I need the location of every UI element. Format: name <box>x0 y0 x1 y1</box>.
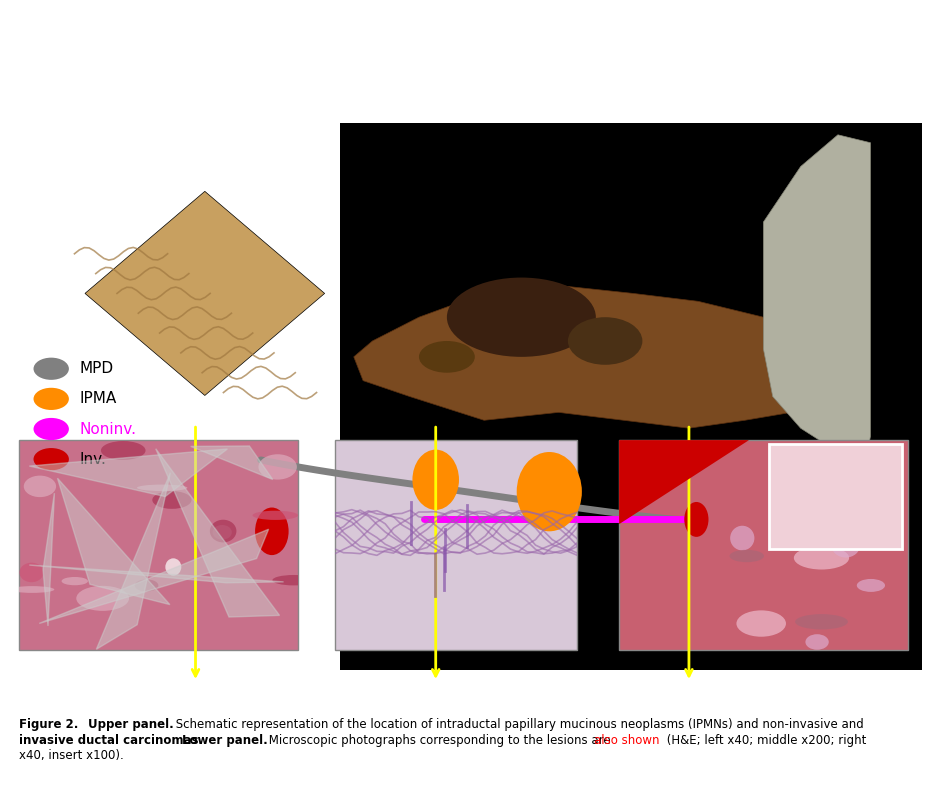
Text: x40, insert x100).: x40, insert x100). <box>19 749 124 762</box>
Polygon shape <box>85 191 325 396</box>
Ellipse shape <box>795 614 848 630</box>
Polygon shape <box>97 473 170 649</box>
Polygon shape <box>58 478 169 604</box>
Ellipse shape <box>831 531 860 557</box>
Ellipse shape <box>166 558 182 576</box>
Polygon shape <box>30 449 227 496</box>
FancyBboxPatch shape <box>335 440 577 650</box>
Polygon shape <box>191 446 273 480</box>
Ellipse shape <box>20 563 44 582</box>
Ellipse shape <box>255 508 289 555</box>
FancyBboxPatch shape <box>769 444 902 550</box>
Ellipse shape <box>24 476 56 497</box>
Ellipse shape <box>259 454 297 480</box>
Ellipse shape <box>447 278 596 357</box>
Ellipse shape <box>412 450 459 510</box>
Ellipse shape <box>135 580 158 592</box>
Ellipse shape <box>568 317 642 365</box>
Text: invasive ductal carcinomas.: invasive ductal carcinomas. <box>19 734 207 746</box>
Text: also shown: also shown <box>594 734 659 746</box>
Polygon shape <box>155 449 279 617</box>
FancyBboxPatch shape <box>340 123 922 670</box>
Text: Inv.: Inv. <box>79 452 106 466</box>
Polygon shape <box>619 440 749 524</box>
Ellipse shape <box>419 341 475 373</box>
Ellipse shape <box>76 586 129 611</box>
Ellipse shape <box>273 575 315 585</box>
Ellipse shape <box>857 579 885 592</box>
Polygon shape <box>763 135 870 460</box>
Ellipse shape <box>212 525 232 540</box>
Text: Microscopic photographs corresponding to the lesions are: Microscopic photographs corresponding to… <box>265 734 614 746</box>
Polygon shape <box>43 493 54 626</box>
Ellipse shape <box>137 485 187 491</box>
Ellipse shape <box>34 448 69 470</box>
Ellipse shape <box>736 611 786 637</box>
Ellipse shape <box>34 358 69 380</box>
Text: Noninv.: Noninv. <box>79 422 136 436</box>
Ellipse shape <box>794 546 849 569</box>
Text: Schematic representation of the location of intraductal papillary mucinous neopl: Schematic representation of the location… <box>172 718 864 730</box>
Ellipse shape <box>101 441 145 460</box>
Ellipse shape <box>34 388 69 410</box>
Ellipse shape <box>684 502 708 537</box>
Ellipse shape <box>730 526 754 550</box>
Polygon shape <box>29 565 284 583</box>
Ellipse shape <box>252 511 298 520</box>
Text: IPMA: IPMA <box>79 392 116 406</box>
Ellipse shape <box>10 586 54 593</box>
Ellipse shape <box>209 519 236 542</box>
Ellipse shape <box>34 418 69 440</box>
Polygon shape <box>39 529 268 623</box>
Ellipse shape <box>517 452 582 531</box>
Text: MPD: MPD <box>79 362 114 376</box>
Text: Figure 2.: Figure 2. <box>19 718 82 730</box>
FancyBboxPatch shape <box>19 440 298 650</box>
Ellipse shape <box>153 491 192 509</box>
Text: (H&E; left x40; middle x200; right: (H&E; left x40; middle x200; right <box>663 734 866 746</box>
Text: Lower panel.: Lower panel. <box>182 734 267 746</box>
Text: Upper panel.: Upper panel. <box>88 718 174 730</box>
Ellipse shape <box>730 550 764 562</box>
Ellipse shape <box>61 577 88 585</box>
FancyBboxPatch shape <box>619 440 908 650</box>
Polygon shape <box>354 285 819 428</box>
Ellipse shape <box>805 634 829 649</box>
